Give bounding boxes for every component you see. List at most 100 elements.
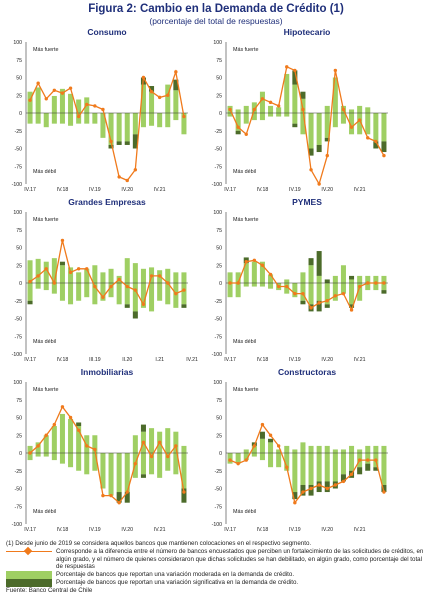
chart-grandes-empresas: Grandes Empresas 100 75 50 25 0 -25 -50 -75 -100 M… — [12, 197, 198, 363]
net-point — [357, 458, 362, 462]
net-point — [85, 444, 89, 448]
y-tick-label: -25 — [215, 129, 223, 135]
net-point — [325, 299, 329, 303]
y-tick-label: 0 — [19, 111, 22, 117]
bar-moderate-neg — [276, 453, 282, 468]
bar-moderate-pos — [357, 275, 363, 283]
bar-moderate-neg — [300, 113, 306, 135]
bar-significant-pos — [300, 91, 306, 99]
bar-moderate-pos — [132, 435, 138, 453]
x-tick-label: IV.19 — [289, 357, 301, 363]
bar-moderate-neg — [68, 453, 74, 468]
net-point — [325, 486, 329, 491]
bar-moderate-neg — [27, 113, 33, 124]
bar-moderate-neg — [165, 283, 171, 305]
panel-title: Grandes Empresas — [68, 197, 146, 207]
net-point — [228, 458, 232, 462]
bar-moderate-pos — [59, 413, 65, 453]
bar-moderate-neg — [116, 453, 122, 493]
bar-moderate-neg — [92, 283, 98, 305]
notes-area: (1) Desde junio de 2019 se considera aqu… — [6, 540, 426, 595]
label-mas-fuerte: Más fuerte — [33, 47, 58, 53]
chart-inmobiliarias: Inmobiliarias 100 75 50 25 0 -25 -50 -75 -100 Más … — [12, 367, 188, 533]
bar-moderate-pos — [259, 438, 265, 453]
bar-moderate-neg — [173, 113, 179, 121]
net-point — [382, 490, 386, 494]
net-point — [244, 458, 248, 462]
bar-moderate-neg — [149, 113, 155, 126]
bar-moderate-neg — [243, 283, 249, 287]
net-point — [382, 281, 386, 285]
net-point — [125, 178, 129, 183]
net-point — [317, 483, 321, 487]
bar-significant-neg — [181, 488, 187, 503]
bar-significant-pos — [140, 424, 146, 432]
x-tick-label: IV.18 — [257, 187, 269, 193]
y-tick-label: -50 — [15, 487, 23, 493]
bar-moderate-pos — [51, 258, 57, 283]
bar-moderate-neg — [157, 453, 163, 478]
bar-moderate-neg — [316, 453, 322, 482]
bar-moderate-pos — [340, 449, 346, 453]
bar-moderate-pos — [51, 426, 57, 453]
bar-moderate-neg — [43, 283, 49, 291]
y-tick-label: 75 — [216, 398, 222, 404]
x-tick-label: IV.19 — [289, 527, 301, 533]
bar-moderate-pos — [243, 263, 249, 283]
bar-moderate-neg — [140, 453, 146, 475]
bar-moderate-neg — [76, 453, 82, 471]
bar-significant-neg — [124, 141, 130, 145]
bar-significant-pos — [149, 86, 155, 92]
net-point — [93, 104, 97, 108]
bar-moderate-neg — [357, 113, 363, 135]
bar-moderate-pos — [59, 265, 65, 283]
label-mas-debil: Más débil — [33, 509, 56, 515]
bar-moderate-neg — [27, 453, 33, 461]
label-mas-debil: Más débil — [233, 339, 256, 345]
y-tick-label: 100 — [213, 380, 222, 386]
bar-moderate-pos — [268, 274, 274, 283]
bar-moderate-pos — [68, 267, 74, 283]
bar-significant-neg — [181, 304, 187, 308]
net-point — [333, 294, 338, 298]
y-tick-label: 25 — [216, 433, 222, 439]
bar-moderate-neg — [308, 283, 314, 305]
bar-moderate-pos — [35, 258, 41, 283]
net-point — [341, 107, 346, 112]
bar-moderate-pos — [68, 93, 74, 113]
net-point — [252, 444, 257, 448]
bar-moderate-pos — [165, 84, 171, 113]
y-tick-label: 25 — [16, 433, 22, 439]
x-tick-label: III.19 — [89, 357, 101, 363]
bar-moderate-neg — [308, 113, 314, 149]
bar-moderate-pos — [349, 279, 355, 283]
bar-significant-neg — [324, 137, 330, 142]
bar-moderate-pos — [235, 109, 241, 113]
net-point — [174, 70, 178, 74]
y-tick-label: 75 — [16, 58, 22, 64]
net-line — [229, 423, 385, 505]
net-point — [260, 263, 265, 267]
x-tick-label: IV.18 — [57, 357, 69, 363]
net-point — [133, 461, 138, 466]
net-point — [182, 490, 186, 494]
net-point — [374, 458, 378, 462]
bar-moderate-pos — [357, 449, 363, 453]
y-tick-label: 50 — [216, 76, 222, 82]
legend-significant-text: Porcentaje de bancos que reportan una va… — [56, 579, 299, 587]
bar-moderate-neg — [235, 113, 241, 131]
y-tick-label: 100 — [13, 40, 22, 46]
net-point — [36, 81, 40, 85]
bar-moderate-pos — [349, 109, 355, 113]
bar-moderate-pos — [324, 445, 330, 453]
net-point — [76, 428, 81, 432]
net-point — [60, 91, 65, 95]
bar-moderate-pos — [284, 279, 290, 283]
y-tick-label: 25 — [216, 263, 222, 269]
bar-moderate-neg — [51, 453, 57, 461]
bar-moderate-neg — [59, 283, 65, 301]
net-point — [68, 270, 73, 275]
y-tick-label: -50 — [15, 147, 23, 153]
y-tick-label: -100 — [212, 522, 222, 528]
bar-significant-neg — [365, 463, 371, 471]
